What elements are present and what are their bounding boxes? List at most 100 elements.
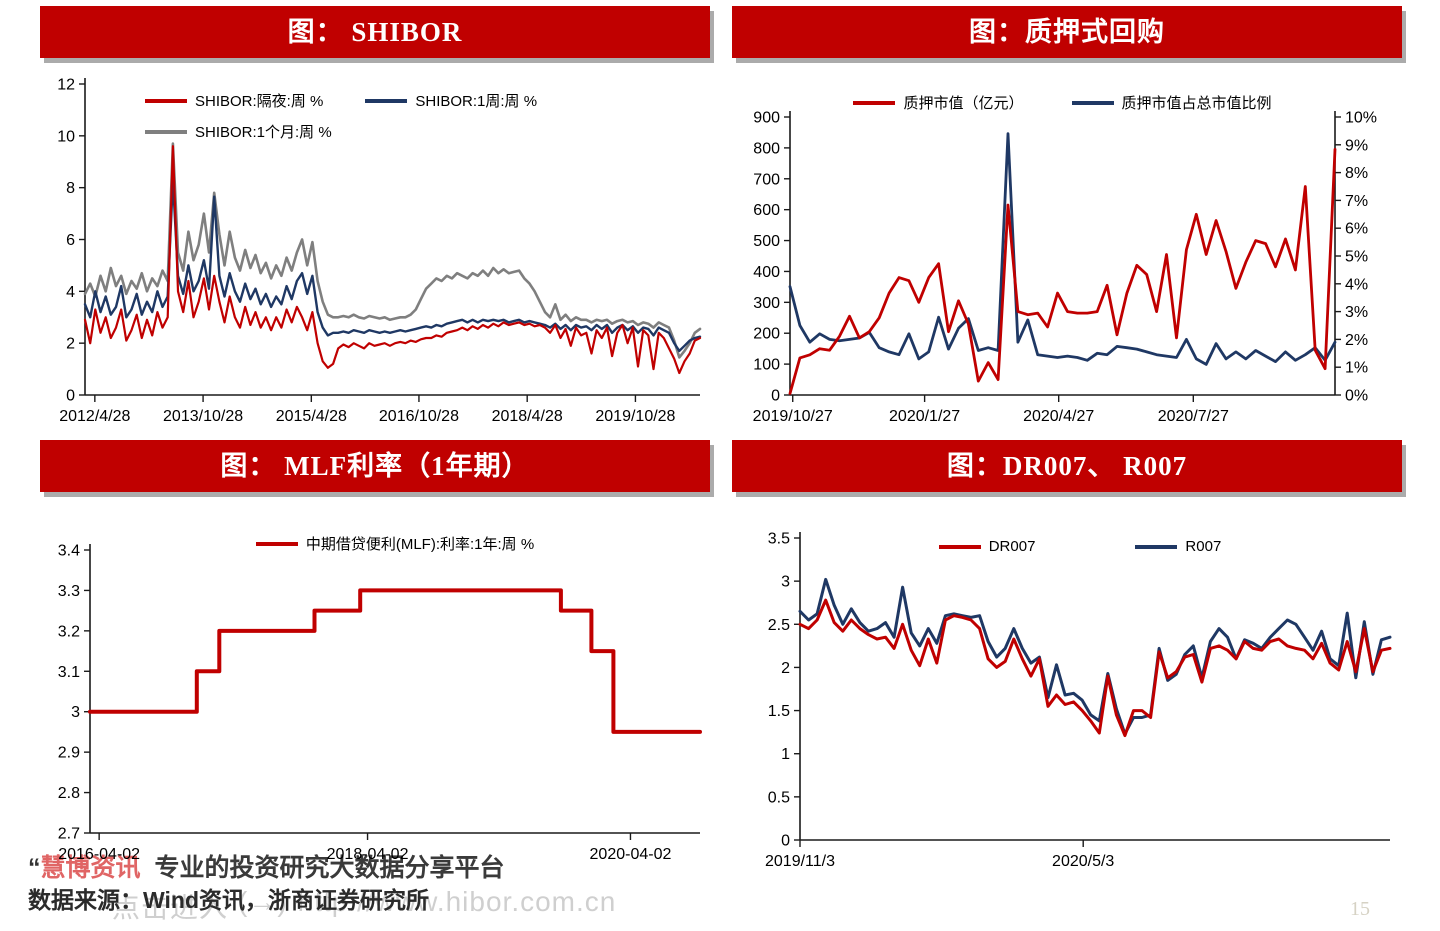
pledge-repo-legend: 质押市值（亿元） 质押市值占总市值比例	[790, 92, 1335, 113]
svg-text:10: 10	[57, 128, 75, 145]
legend-label: DR007	[988, 538, 1036, 555]
legend-label: SHIBOR:1周:周 %	[415, 93, 538, 110]
svg-text:2%: 2%	[1345, 332, 1368, 349]
svg-text:3: 3	[71, 704, 80, 721]
svg-text:8%: 8%	[1345, 165, 1368, 182]
svg-text:6: 6	[66, 232, 75, 249]
svg-text:3%: 3%	[1345, 304, 1368, 321]
legend-label: SHIBOR:1个月:周 %	[195, 124, 332, 141]
data-source-note: 数据来源：Wind资讯，浙商证券研究所	[28, 887, 429, 913]
svg-text:2015/4/28: 2015/4/28	[276, 408, 347, 425]
legend-item-shibor-overnight: SHIBOR:隔夜:周 %	[145, 90, 323, 111]
svg-text:3: 3	[781, 574, 790, 591]
svg-text:200: 200	[753, 326, 780, 343]
open-quote: “	[28, 854, 41, 882]
watermark-prefix: 点击进入	[112, 892, 229, 923]
legend-line-navy	[365, 98, 408, 103]
svg-text:2016-04-02: 2016-04-02	[58, 846, 140, 863]
svg-text:2: 2	[66, 336, 75, 353]
legend-line-navy	[1071, 100, 1114, 105]
svg-text:6%: 6%	[1345, 221, 1368, 238]
svg-text:2013/10/28: 2013/10/28	[163, 408, 243, 425]
legend-line-red	[938, 544, 981, 549]
svg-text:1%: 1%	[1345, 360, 1368, 377]
svg-text:2.7: 2.7	[58, 826, 80, 843]
svg-text:7%: 7%	[1345, 193, 1368, 210]
svg-text:10%: 10%	[1345, 110, 1377, 127]
mlf-title-banner: 图： MLF利率（1年期）	[40, 440, 710, 492]
pledge-repo-title-banner: 图：质押式回购	[732, 6, 1402, 58]
legend-item-shibor-1w: SHIBOR:1周:周 %	[365, 90, 537, 111]
svg-text:8: 8	[66, 180, 75, 197]
svg-text:3.3: 3.3	[58, 583, 80, 600]
svg-text:300: 300	[753, 295, 780, 312]
svg-text:3.5: 3.5	[768, 531, 790, 548]
svg-text:1: 1	[781, 746, 790, 763]
svg-text:400: 400	[753, 264, 780, 281]
legend-line-red	[255, 541, 298, 546]
legend-item-mlf-rate: 中期借贷便利(MLF):利率:1年:周 %	[255, 533, 534, 554]
svg-text:2019/11/3: 2019/11/3	[765, 853, 835, 870]
svg-text:2019/10/28: 2019/10/28	[595, 408, 675, 425]
svg-text:500: 500	[753, 233, 780, 250]
svg-text:2020/7/27: 2020/7/27	[1158, 408, 1229, 425]
legend-item-r007: R007	[1135, 538, 1221, 555]
svg-text:3.1: 3.1	[58, 664, 80, 681]
svg-text:1.5: 1.5	[768, 703, 790, 720]
legend-line-red	[853, 100, 896, 105]
hibor-brand-watermark: “慧博资讯 专业的投资研究大数据分享平台	[28, 848, 505, 884]
shibor-chart-area: 0 2 4 6 8 10 12 2012/4/28 2013/10/28 2015/4/28 201…	[40, 60, 710, 440]
legend-label: R007	[1185, 538, 1222, 555]
pledge-repo-plot: 0 100 200 300 400 500 600 700 800 900 0% 1% 2% 3% 4% 5%…	[753, 110, 1377, 426]
svg-text:2.9: 2.9	[58, 745, 80, 762]
svg-text:2020/1/27: 2020/1/27	[889, 408, 960, 425]
mlf-legend: 中期借贷便利(MLF):利率:1年:周 %	[90, 533, 700, 554]
legend-item-shibor-1m: SHIBOR:1个月:周 %	[145, 121, 332, 142]
svg-text:0%: 0%	[1345, 388, 1368, 405]
svg-text:2020/5/3: 2020/5/3	[1052, 853, 1114, 870]
dr007-chart-area: 0 0.5 1 1.5 2 2.5 3 3.5 2019/11/3 2020/5/3 DR007 …	[732, 500, 1432, 880]
legend-item-pledge-ratio: 质押市值占总市值比例	[1071, 92, 1272, 113]
svg-text:9%: 9%	[1345, 137, 1368, 154]
page-number: 15	[1350, 898, 1370, 920]
cursor-arrow-icon: (→)	[238, 886, 288, 917]
dr007-plot: 0 0.5 1 1.5 2 2.5 3 3.5 2019/11/3 2020/5/3	[765, 531, 1392, 870]
svg-text:2018/4/28: 2018/4/28	[492, 408, 563, 425]
svg-text:2020/4/27: 2020/4/27	[1023, 408, 1094, 425]
shibor-legend-row-2: SHIBOR:1个月:周 %	[145, 121, 332, 142]
svg-text:2018-04-02: 2018-04-02	[327, 846, 409, 863]
svg-text:600: 600	[753, 202, 780, 219]
svg-text:2020-04-02: 2020-04-02	[590, 846, 672, 863]
legend-item-pledge-value: 质押市值（亿元）	[853, 92, 1024, 113]
svg-text:5%: 5%	[1345, 249, 1368, 266]
svg-text:2: 2	[781, 660, 790, 677]
legend-label: SHIBOR:隔夜:周 %	[195, 93, 324, 110]
svg-text:3.4: 3.4	[58, 543, 80, 560]
svg-text:0: 0	[771, 388, 780, 405]
shibor-plot: 0 2 4 6 8 10 12 2012/4/28 2013/10/28 2015/4/28 201…	[57, 77, 702, 425]
svg-text:4%: 4%	[1345, 276, 1368, 293]
svg-text:2.8: 2.8	[58, 785, 80, 802]
svg-text:0.5: 0.5	[768, 789, 790, 806]
legend-label: 质押市值占总市值比例	[1121, 95, 1272, 112]
svg-text:2016/10/28: 2016/10/28	[379, 408, 459, 425]
hibor-url: http://www.hibor.com.cn	[297, 886, 617, 917]
svg-text:2019/10/27: 2019/10/27	[753, 408, 833, 425]
svg-text:0: 0	[781, 833, 790, 850]
svg-text:800: 800	[753, 140, 780, 157]
pledge-repo-chart-area: 0 100 200 300 400 500 600 700 800 900 0% 1% 2% 3% 4% 5%…	[732, 60, 1408, 440]
svg-text:2.5: 2.5	[768, 617, 790, 634]
mlf-plot: 2.7 2.8 2.9 3 3.1 3.2 3.3 3.4 2016-04-02 2018-04-…	[58, 543, 702, 863]
svg-text:0: 0	[66, 388, 75, 405]
legend-label: 质押市值（亿元）	[903, 95, 1024, 112]
dr007-title-banner: 图：DR007、 R007	[732, 440, 1402, 492]
legend-line-gray	[145, 129, 187, 134]
hibor-brand-name: 慧博资讯	[40, 854, 141, 882]
legend-item-dr007: DR007	[938, 538, 1036, 555]
svg-text:700: 700	[753, 171, 780, 188]
svg-text:100: 100	[753, 357, 780, 374]
svg-text:12: 12	[57, 77, 75, 94]
shibor-legend-row-1: SHIBOR:隔夜:周 % SHIBOR:1周:周 %	[145, 90, 537, 111]
mlf-chart-area: 2.7 2.8 2.9 3 3.1 3.2 3.3 3.4 2016-04-02 2018-04-…	[40, 500, 716, 880]
svg-text:2012/4/28: 2012/4/28	[59, 408, 130, 425]
